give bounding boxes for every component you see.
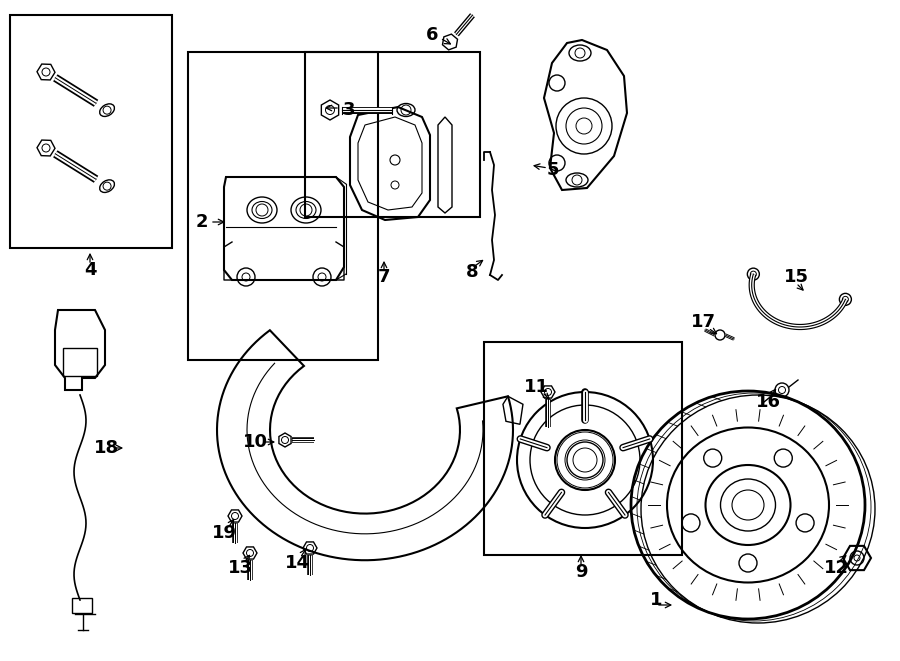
Text: 3: 3 [343,101,356,119]
Bar [10,15,172,248]
Text: 14: 14 [284,554,310,572]
Text: 5: 5 [547,161,559,179]
Text: 11: 11 [524,378,548,396]
Text: 13: 13 [228,559,253,577]
Text: 8: 8 [465,263,478,281]
Text: 16: 16 [755,393,780,411]
Text: 7: 7 [378,268,391,286]
Bar [188,52,378,360]
Text: 19: 19 [212,524,237,542]
Text: 1: 1 [650,591,662,609]
Text: 10: 10 [242,433,267,451]
Text: 17: 17 [690,313,716,331]
Text: 4: 4 [84,261,96,279]
Text: 15: 15 [784,268,808,286]
Text: 12: 12 [824,559,849,577]
Text: 6: 6 [426,26,438,44]
Text: 2: 2 [196,213,208,231]
Bar [63,348,97,376]
Text: 9: 9 [575,563,587,581]
Bar [484,342,682,555]
Bar [72,598,92,613]
Bar [305,52,480,217]
Text: 18: 18 [94,439,119,457]
